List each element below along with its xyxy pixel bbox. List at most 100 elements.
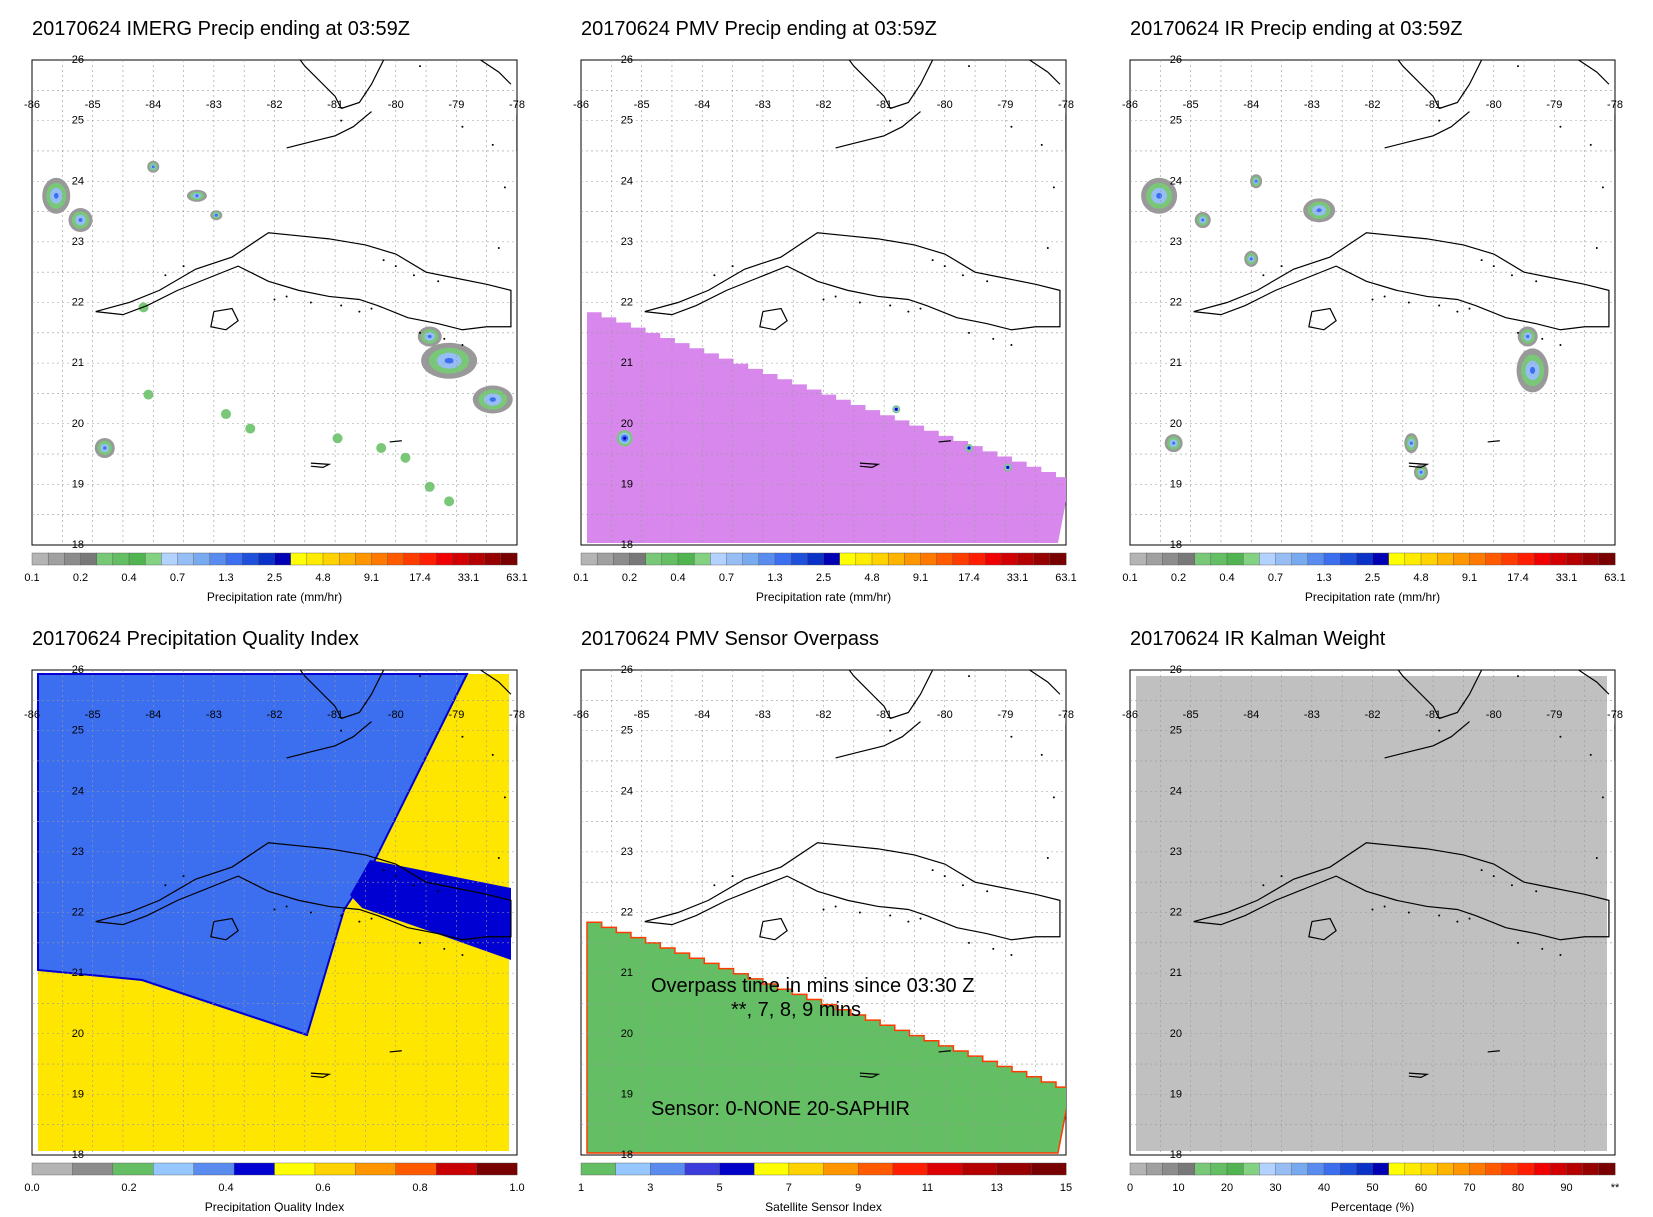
coastline-cuba	[1193, 842, 1610, 941]
colorbar-swatch	[855, 552, 873, 566]
islet	[1010, 125, 1013, 128]
islet	[273, 298, 276, 301]
islet	[889, 914, 892, 917]
islet	[503, 796, 506, 799]
colorbar-label: 80	[1512, 1182, 1524, 1194]
colorbar-swatch	[1436, 1162, 1454, 1176]
colorbar-swatch	[209, 552, 227, 566]
precip-cell	[221, 409, 231, 420]
islet	[1438, 304, 1441, 307]
colorbar-swatch	[1259, 1162, 1277, 1176]
precip-cell	[1526, 334, 1530, 339]
islet	[182, 265, 185, 268]
colorbar-label: 4.8	[1413, 572, 1428, 584]
colorbar-label: 30	[1269, 1182, 1281, 1194]
islet	[907, 920, 910, 923]
colorbar-swatch	[468, 552, 486, 566]
colorbar-swatch	[1226, 1162, 1244, 1176]
colorbar-swatch	[177, 552, 195, 566]
colorbar-label: 11	[922, 1182, 933, 1194]
islet	[1010, 343, 1013, 346]
coastlines	[1193, 670, 1615, 1079]
colorbar-swatch	[754, 1162, 790, 1176]
islet	[919, 307, 922, 310]
colorbar-swatch	[1420, 1162, 1438, 1176]
islet	[992, 337, 995, 340]
lat-tick-label: 26	[72, 54, 84, 66]
lat-tick-label: 18	[1170, 539, 1182, 551]
lon-tick-label: -86	[1122, 99, 1138, 111]
coastline-caymanL	[389, 1050, 402, 1053]
colorbar-title: Precipitation rate (mm/hr)	[1305, 590, 1440, 604]
colorbar-label: 0.0	[24, 1182, 39, 1194]
colorbar-swatch	[1031, 1162, 1067, 1176]
colorbar-swatch	[1194, 552, 1212, 566]
colorbar-swatch	[500, 552, 518, 566]
colorbar-swatch	[322, 552, 340, 566]
islet	[1559, 343, 1562, 346]
islet	[1010, 953, 1013, 956]
islet	[340, 119, 343, 122]
coastline-bahamasE	[1029, 670, 1061, 695]
colorbar-swatch	[1323, 552, 1341, 566]
coastline-cuba	[95, 842, 512, 941]
colorbar-swatch	[839, 552, 857, 566]
lon-tick-label: -78	[1607, 99, 1623, 111]
colorbar-label: 2.5	[816, 572, 831, 584]
coastline-florida	[340, 670, 385, 720]
islet	[285, 905, 288, 908]
colorbar-swatch	[661, 552, 679, 566]
lon-tick-label: -84	[694, 99, 710, 111]
colorbar-label: 0.7	[719, 572, 734, 584]
colorbar-label: 0.8	[412, 1182, 427, 1194]
colorbar-label: 0.7	[1268, 572, 1283, 584]
colorbar-swatch	[1598, 1162, 1616, 1176]
islet	[461, 343, 464, 346]
colorbar-swatch	[1162, 552, 1180, 566]
colorbar-swatch	[1469, 552, 1487, 566]
coastline-caymanG	[310, 1072, 332, 1079]
islet	[412, 274, 415, 277]
colorbar-label: 63.1	[506, 572, 527, 584]
colorbar-swatch	[580, 1162, 617, 1176]
colorbar-swatch	[1242, 552, 1260, 566]
lon-tick-label: -78	[509, 99, 525, 111]
field-layer	[1136, 676, 1607, 1151]
islet	[285, 295, 288, 298]
colorbar-swatch	[645, 552, 663, 566]
lat-tick-label: 22	[621, 297, 633, 309]
colorbar-title: Precipitation Quality Index	[205, 1200, 344, 1212]
precip-cell	[143, 389, 154, 400]
coastline-cuba	[1193, 232, 1610, 331]
colorbar-label: 1	[578, 1182, 584, 1194]
colorbar-swatch	[1566, 552, 1584, 566]
islet	[1052, 186, 1055, 189]
islet	[497, 856, 500, 859]
coastline-keys	[1384, 721, 1470, 759]
panel-title: 20170624 Precipitation Quality Index	[32, 628, 359, 650]
colorbar-swatch	[258, 552, 276, 566]
colorbar-swatch	[984, 552, 1002, 566]
colorbar-swatch	[1356, 552, 1374, 566]
colorbar-swatch	[1001, 552, 1018, 566]
colorbar-label: 3	[647, 1182, 653, 1194]
colorbar-swatch	[1259, 552, 1277, 566]
lon-tick-label: -81	[1425, 709, 1441, 721]
colorbar-swatch	[693, 552, 711, 566]
lat-tick-label: 26	[621, 664, 633, 676]
coastline-floridaW	[1397, 60, 1440, 109]
lat-tick-label: 23	[621, 236, 633, 248]
precip-cell	[195, 194, 199, 198]
coastline-florida	[1439, 670, 1483, 720]
overpass-swath	[586, 921, 1066, 1154]
panel-1: 20170624 IMERG Precip ending at 03:59Z -8…	[24, 18, 528, 604]
precip-cell	[623, 436, 627, 440]
colorbar-title: Precipitation rate (mm/hr)	[207, 590, 342, 604]
coastlines	[1193, 60, 1615, 469]
precip-cell	[214, 213, 218, 217]
coastline-isla	[1308, 917, 1337, 941]
islet	[364, 702, 367, 705]
precip-cell	[444, 496, 455, 507]
